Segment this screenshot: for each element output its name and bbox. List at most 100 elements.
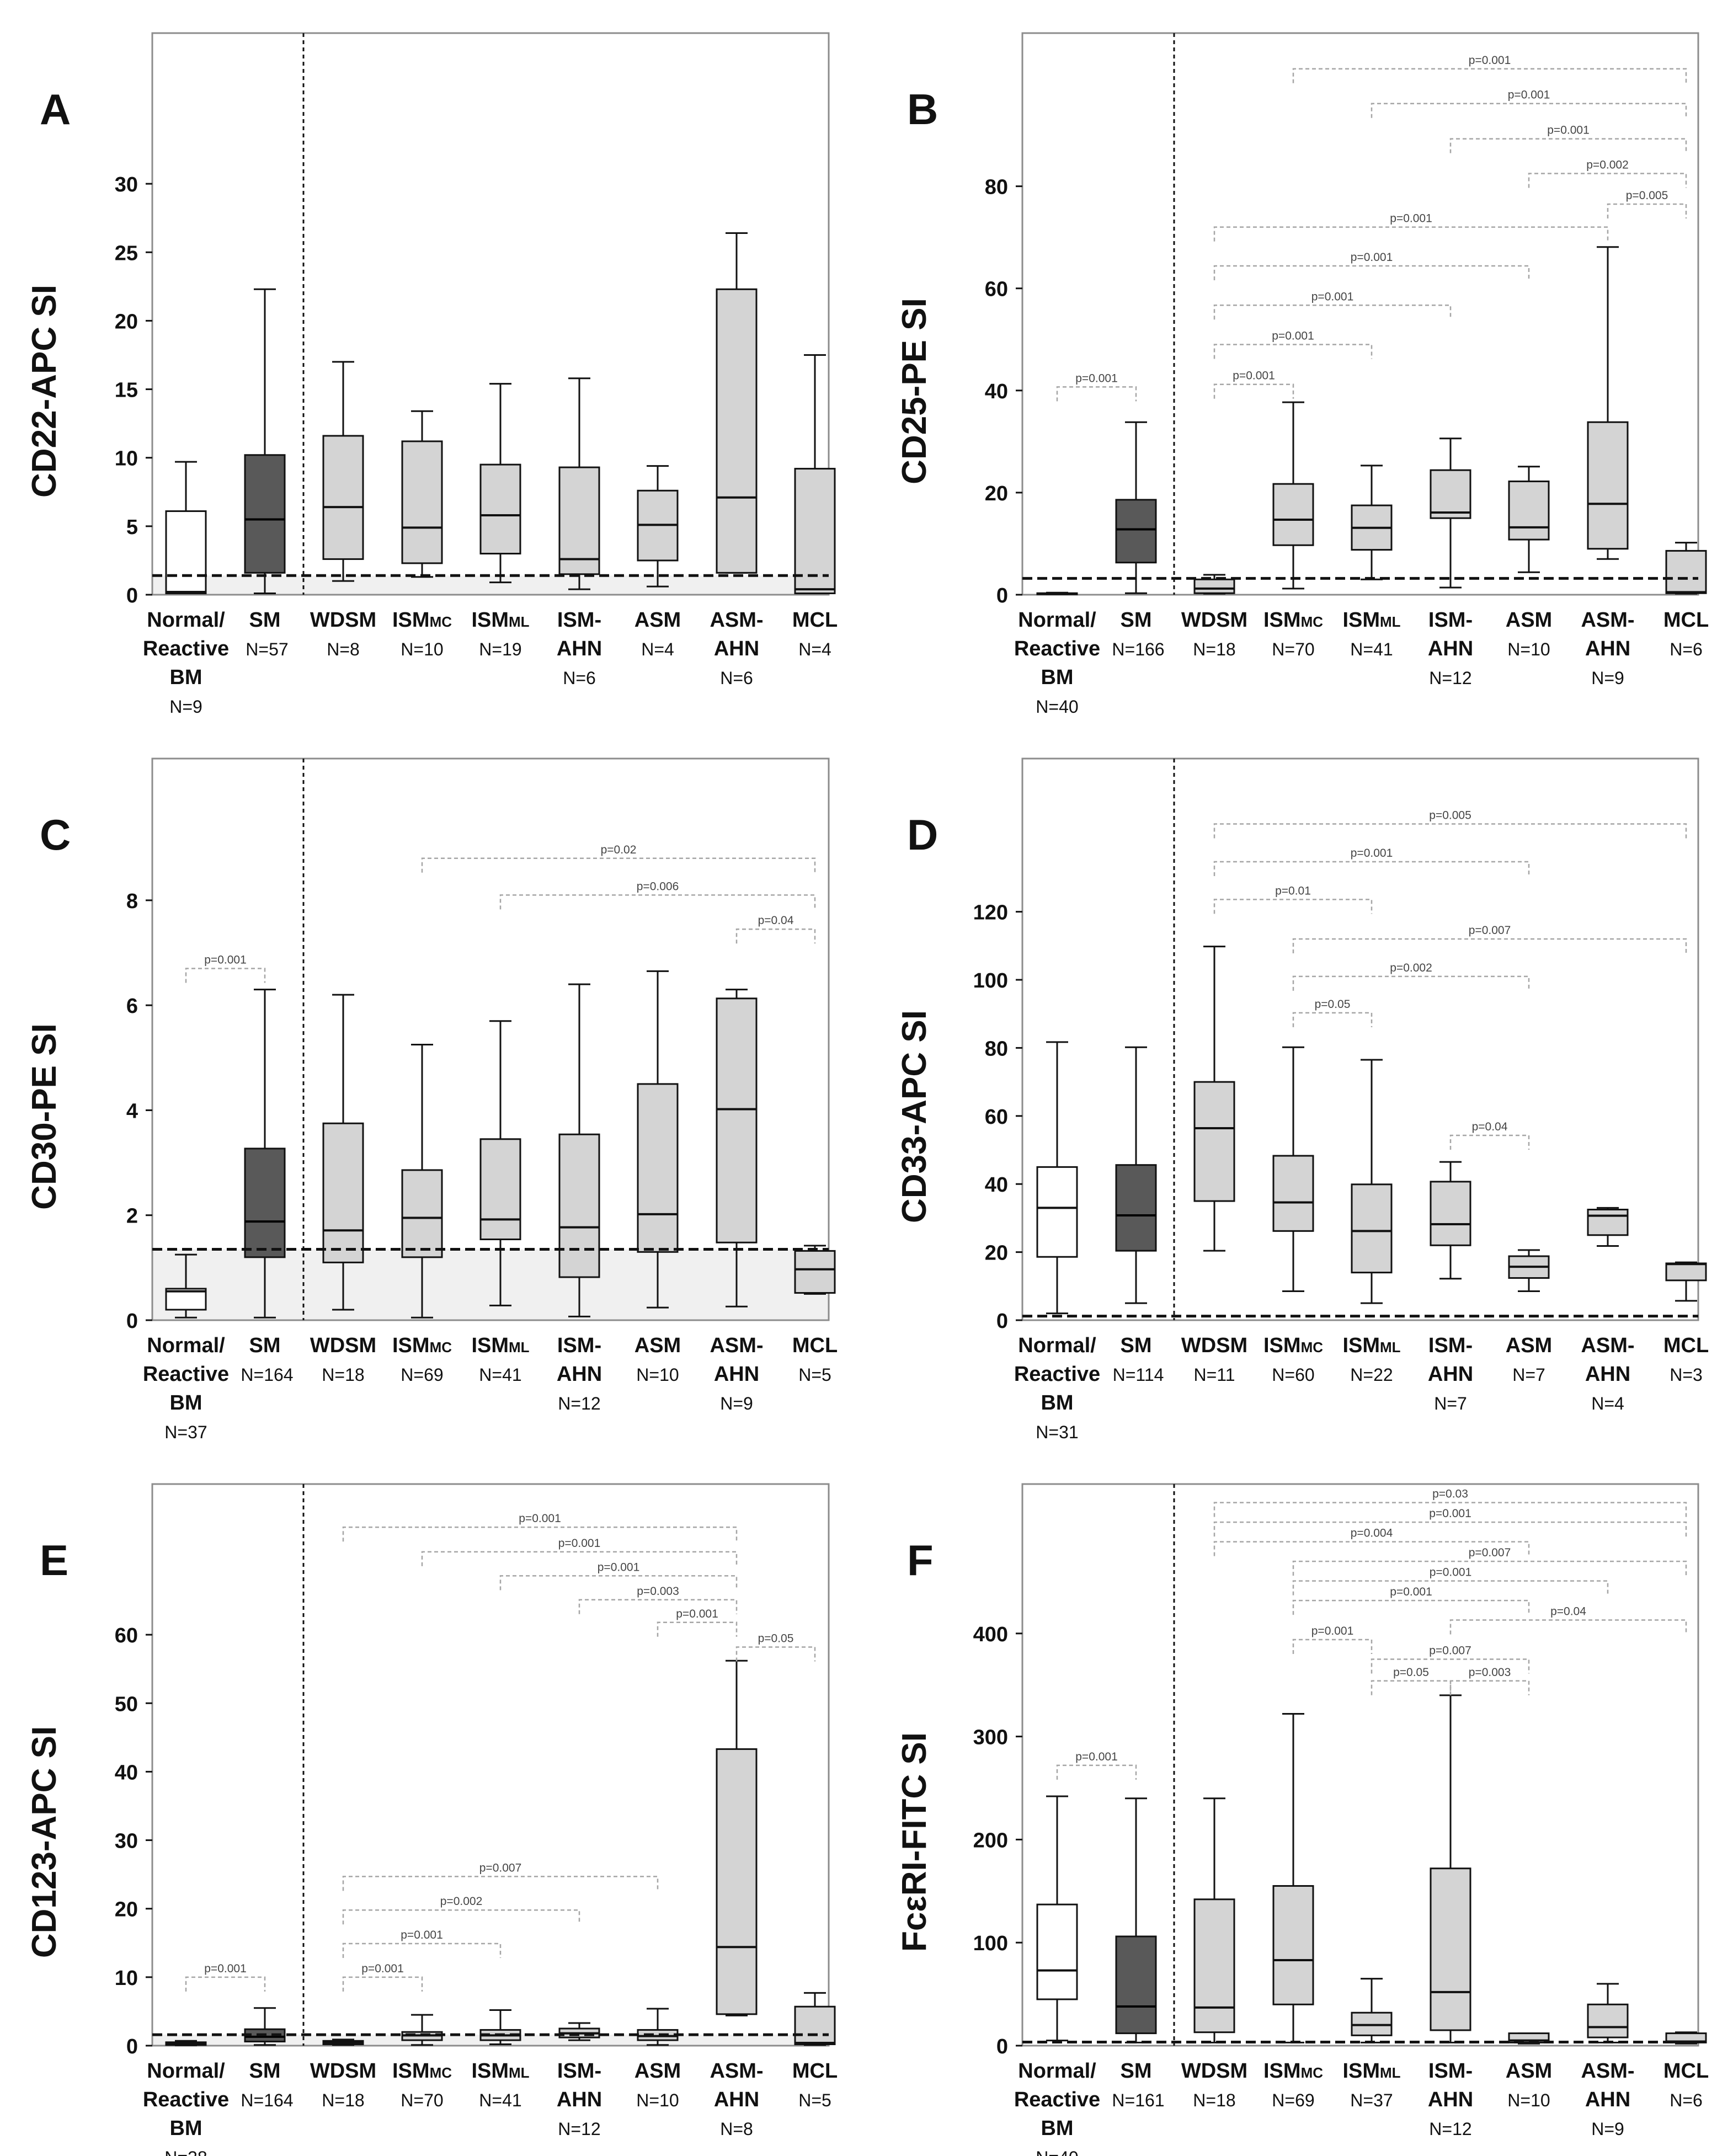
category-label: Normal/Reactive BM N=38 bbox=[143, 2059, 229, 2156]
n-label: N=164 bbox=[241, 1365, 293, 1385]
iqr-box bbox=[794, 1250, 836, 1294]
category-name: BM bbox=[169, 1391, 202, 1415]
n-label: N=10 bbox=[636, 1365, 679, 1385]
p-value-label: p=0.007 bbox=[1469, 1546, 1511, 1559]
bracket-line bbox=[499, 894, 816, 910]
category-name: Reactive bbox=[143, 2088, 229, 2111]
n-label: N=7 bbox=[1434, 1394, 1467, 1413]
box-6 bbox=[1508, 466, 1550, 573]
category-name: BM bbox=[1041, 666, 1073, 689]
category-label: ISM- AHN N=12 bbox=[557, 1334, 602, 1413]
bracket-line bbox=[421, 1551, 738, 1566]
bracket-line bbox=[185, 968, 266, 983]
iqr-box bbox=[794, 468, 836, 595]
box-2 bbox=[1193, 574, 1235, 595]
iqr-box bbox=[1587, 2003, 1629, 2038]
y-tick-label: 30 bbox=[115, 1830, 138, 1853]
p-value-label: p=0.001 bbox=[1390, 1586, 1432, 1598]
p-value-label: p=0.001 bbox=[1429, 1507, 1471, 1520]
category-label: ASM N=7 bbox=[1506, 1334, 1552, 1385]
n-label: N=4 bbox=[1591, 1394, 1624, 1413]
y-tick-label: 4 bbox=[126, 1100, 138, 1123]
category-name: ASM- bbox=[1581, 609, 1634, 632]
box-7 bbox=[1587, 246, 1629, 560]
category-name: ISM- bbox=[557, 609, 601, 632]
p-value-label: p=0.02 bbox=[601, 844, 637, 856]
y-tick-label: 5 bbox=[126, 516, 138, 539]
category-label: WDSM N=18 bbox=[1181, 609, 1247, 659]
p-value-label: p=0.001 bbox=[1272, 330, 1314, 343]
bracket-line bbox=[1213, 265, 1530, 281]
category-name: WDSM bbox=[1181, 2059, 1247, 2083]
iqr-box bbox=[322, 435, 364, 560]
box-6 bbox=[1508, 1249, 1550, 1293]
y-tick-label: 200 bbox=[973, 1829, 1008, 1852]
n-label: N=37 bbox=[1350, 2090, 1393, 2110]
category-label: ISM- AHN N=6 bbox=[557, 609, 602, 688]
box-1 bbox=[244, 989, 286, 1319]
p-value-label: p=0.001 bbox=[1508, 89, 1550, 102]
comparison-bracket: p=0.02 bbox=[421, 844, 816, 873]
iqr-box bbox=[1665, 549, 1707, 594]
category-name: WDSM bbox=[1181, 1334, 1247, 1357]
category-name: AHN bbox=[714, 1363, 759, 1386]
comparison-bracket: p=0.001 bbox=[185, 954, 266, 983]
chart-panel-d: D CD33-APC SI 0 20 40 60 80 100 120 p=0.04 p=0.05 p… bbox=[895, 757, 1709, 1442]
category-label: SM N=114 bbox=[1113, 1334, 1164, 1385]
category-label: SM N=164 bbox=[241, 2059, 293, 2110]
category-name: WDSM bbox=[310, 609, 376, 632]
p-value-label: p=0.002 bbox=[440, 1895, 483, 1908]
box-1 bbox=[1115, 1797, 1157, 2043]
p-value-label: p=0.001 bbox=[1430, 1566, 1472, 1579]
category-label: WDSM N=18 bbox=[310, 2059, 376, 2110]
chart-panel-e: E CD123-APC SI 0 10 20 30 40 50 60 p=0.001 p=0.001… bbox=[25, 1483, 838, 2156]
category-label: ISMMC N=60 bbox=[1263, 1334, 1323, 1385]
bracket-line bbox=[1449, 1134, 1530, 1150]
category-name: BM bbox=[1041, 1391, 1073, 1415]
comparison-bracket: p=0.001 bbox=[185, 1962, 266, 1992]
category-name: MCL bbox=[792, 2059, 838, 2083]
p-value-label: p=0.04 bbox=[1472, 1120, 1508, 1133]
box-4 bbox=[479, 383, 521, 584]
iqr-box bbox=[1430, 1867, 1471, 2031]
category-name: ASM- bbox=[710, 2059, 763, 2083]
chart-panel-f: F FcεRI-FITC SI 0 100 200 300 400 p=0.001 p=0.05… bbox=[895, 1483, 1709, 2156]
category-label: ISMML N=41 bbox=[1342, 609, 1400, 659]
category-name: Reactive bbox=[143, 637, 229, 660]
n-label: N=31 bbox=[1036, 1422, 1078, 1442]
box-4 bbox=[1351, 1978, 1393, 2043]
category-name: AHN bbox=[557, 637, 602, 660]
bracket-line bbox=[1607, 203, 1687, 219]
n-label: N=18 bbox=[322, 1365, 364, 1385]
iqr-box bbox=[1430, 1181, 1471, 1246]
category-name: Normal/ bbox=[147, 609, 225, 632]
y-tick-label: 0 bbox=[126, 1310, 138, 1333]
category-name: AHN bbox=[1428, 637, 1473, 660]
category-name: ASM- bbox=[1581, 2059, 1634, 2083]
bracket-line bbox=[1292, 1012, 1373, 1027]
bracket-line bbox=[657, 1621, 738, 1637]
category-label: ISMML N=41 bbox=[471, 2059, 529, 2110]
category-label: ASM N=10 bbox=[1506, 609, 1552, 659]
comparison-bracket: p=0.001 bbox=[1292, 1625, 1373, 1655]
p-value-label: p=0.001 bbox=[1351, 251, 1393, 264]
comparison-bracket: p=0.001 bbox=[1292, 54, 1687, 83]
category-name: Reactive bbox=[143, 1363, 229, 1386]
iqr-box bbox=[322, 1122, 364, 1263]
bracket-line bbox=[1213, 861, 1530, 876]
bracket-line bbox=[1213, 899, 1373, 914]
bracket-line bbox=[421, 857, 816, 873]
comparison-bracket: p=0.04 bbox=[1449, 1120, 1530, 1150]
iqr-box bbox=[1036, 1903, 1078, 2000]
category-label: Normal/Reactive BM N=37 bbox=[143, 1334, 229, 1442]
comparison-bracket: p=0.004 bbox=[1213, 1527, 1530, 1556]
p-value-label: p=0.001 bbox=[519, 1512, 561, 1525]
y-tick-label: 25 bbox=[115, 242, 138, 265]
bracket-line bbox=[342, 1976, 423, 1992]
category-label: ASM- AHN N=9 bbox=[1581, 609, 1634, 688]
comparison-bracket: p=0.001 bbox=[1213, 290, 1452, 320]
p-value-label: p=0.003 bbox=[1469, 1666, 1511, 1679]
p-value-label: p=0.002 bbox=[1586, 159, 1629, 172]
category-label: SM N=57 bbox=[246, 609, 288, 659]
category-name: MCL bbox=[1663, 609, 1709, 632]
